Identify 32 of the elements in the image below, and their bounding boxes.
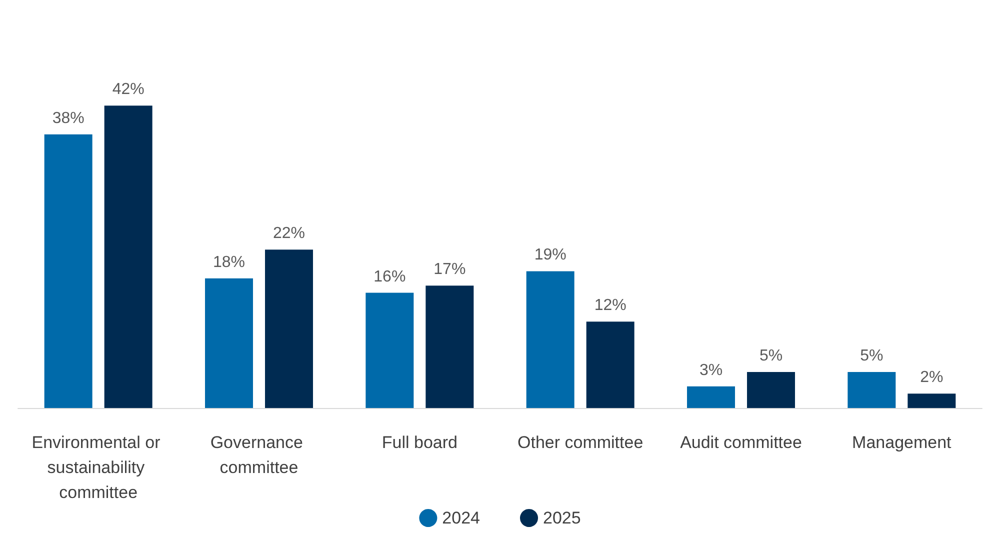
data-label: 16% [374, 268, 406, 286]
data-label: 38% [52, 110, 84, 127]
bar [848, 372, 896, 408]
data-label: 22% [272, 225, 306, 242]
x-tick-label: Full board [382, 433, 458, 452]
bar [526, 271, 574, 408]
bar [366, 292, 414, 408]
legend-label: 2025 [543, 508, 581, 528]
data-label: 19% [534, 246, 566, 264]
bar [687, 386, 735, 408]
x-tick-label: Audit committee [680, 433, 802, 452]
data-label: 5% [759, 348, 783, 364]
x-tick-label: Management [852, 433, 952, 452]
x-tick-label: Environmental or sustainability committee [32, 433, 165, 502]
data-label: 42% [112, 81, 144, 98]
data-label: 18% [212, 254, 246, 271]
data-label: 12% [594, 297, 626, 314]
bar [426, 286, 474, 408]
bar [586, 322, 634, 408]
data-label: 3% [699, 362, 723, 379]
data-label: 17% [434, 261, 466, 278]
bar [908, 394, 956, 408]
bar [747, 372, 795, 408]
x-tick-label: Other committee [518, 433, 644, 452]
bar [44, 134, 92, 408]
legend-label: 2024 [442, 508, 480, 528]
x-tick-label: Governance committee [210, 433, 308, 477]
bar [265, 250, 313, 408]
bar [205, 278, 253, 408]
data-label: 5% [860, 348, 884, 364]
bar [104, 106, 152, 408]
data-label: 2% [920, 369, 944, 386]
